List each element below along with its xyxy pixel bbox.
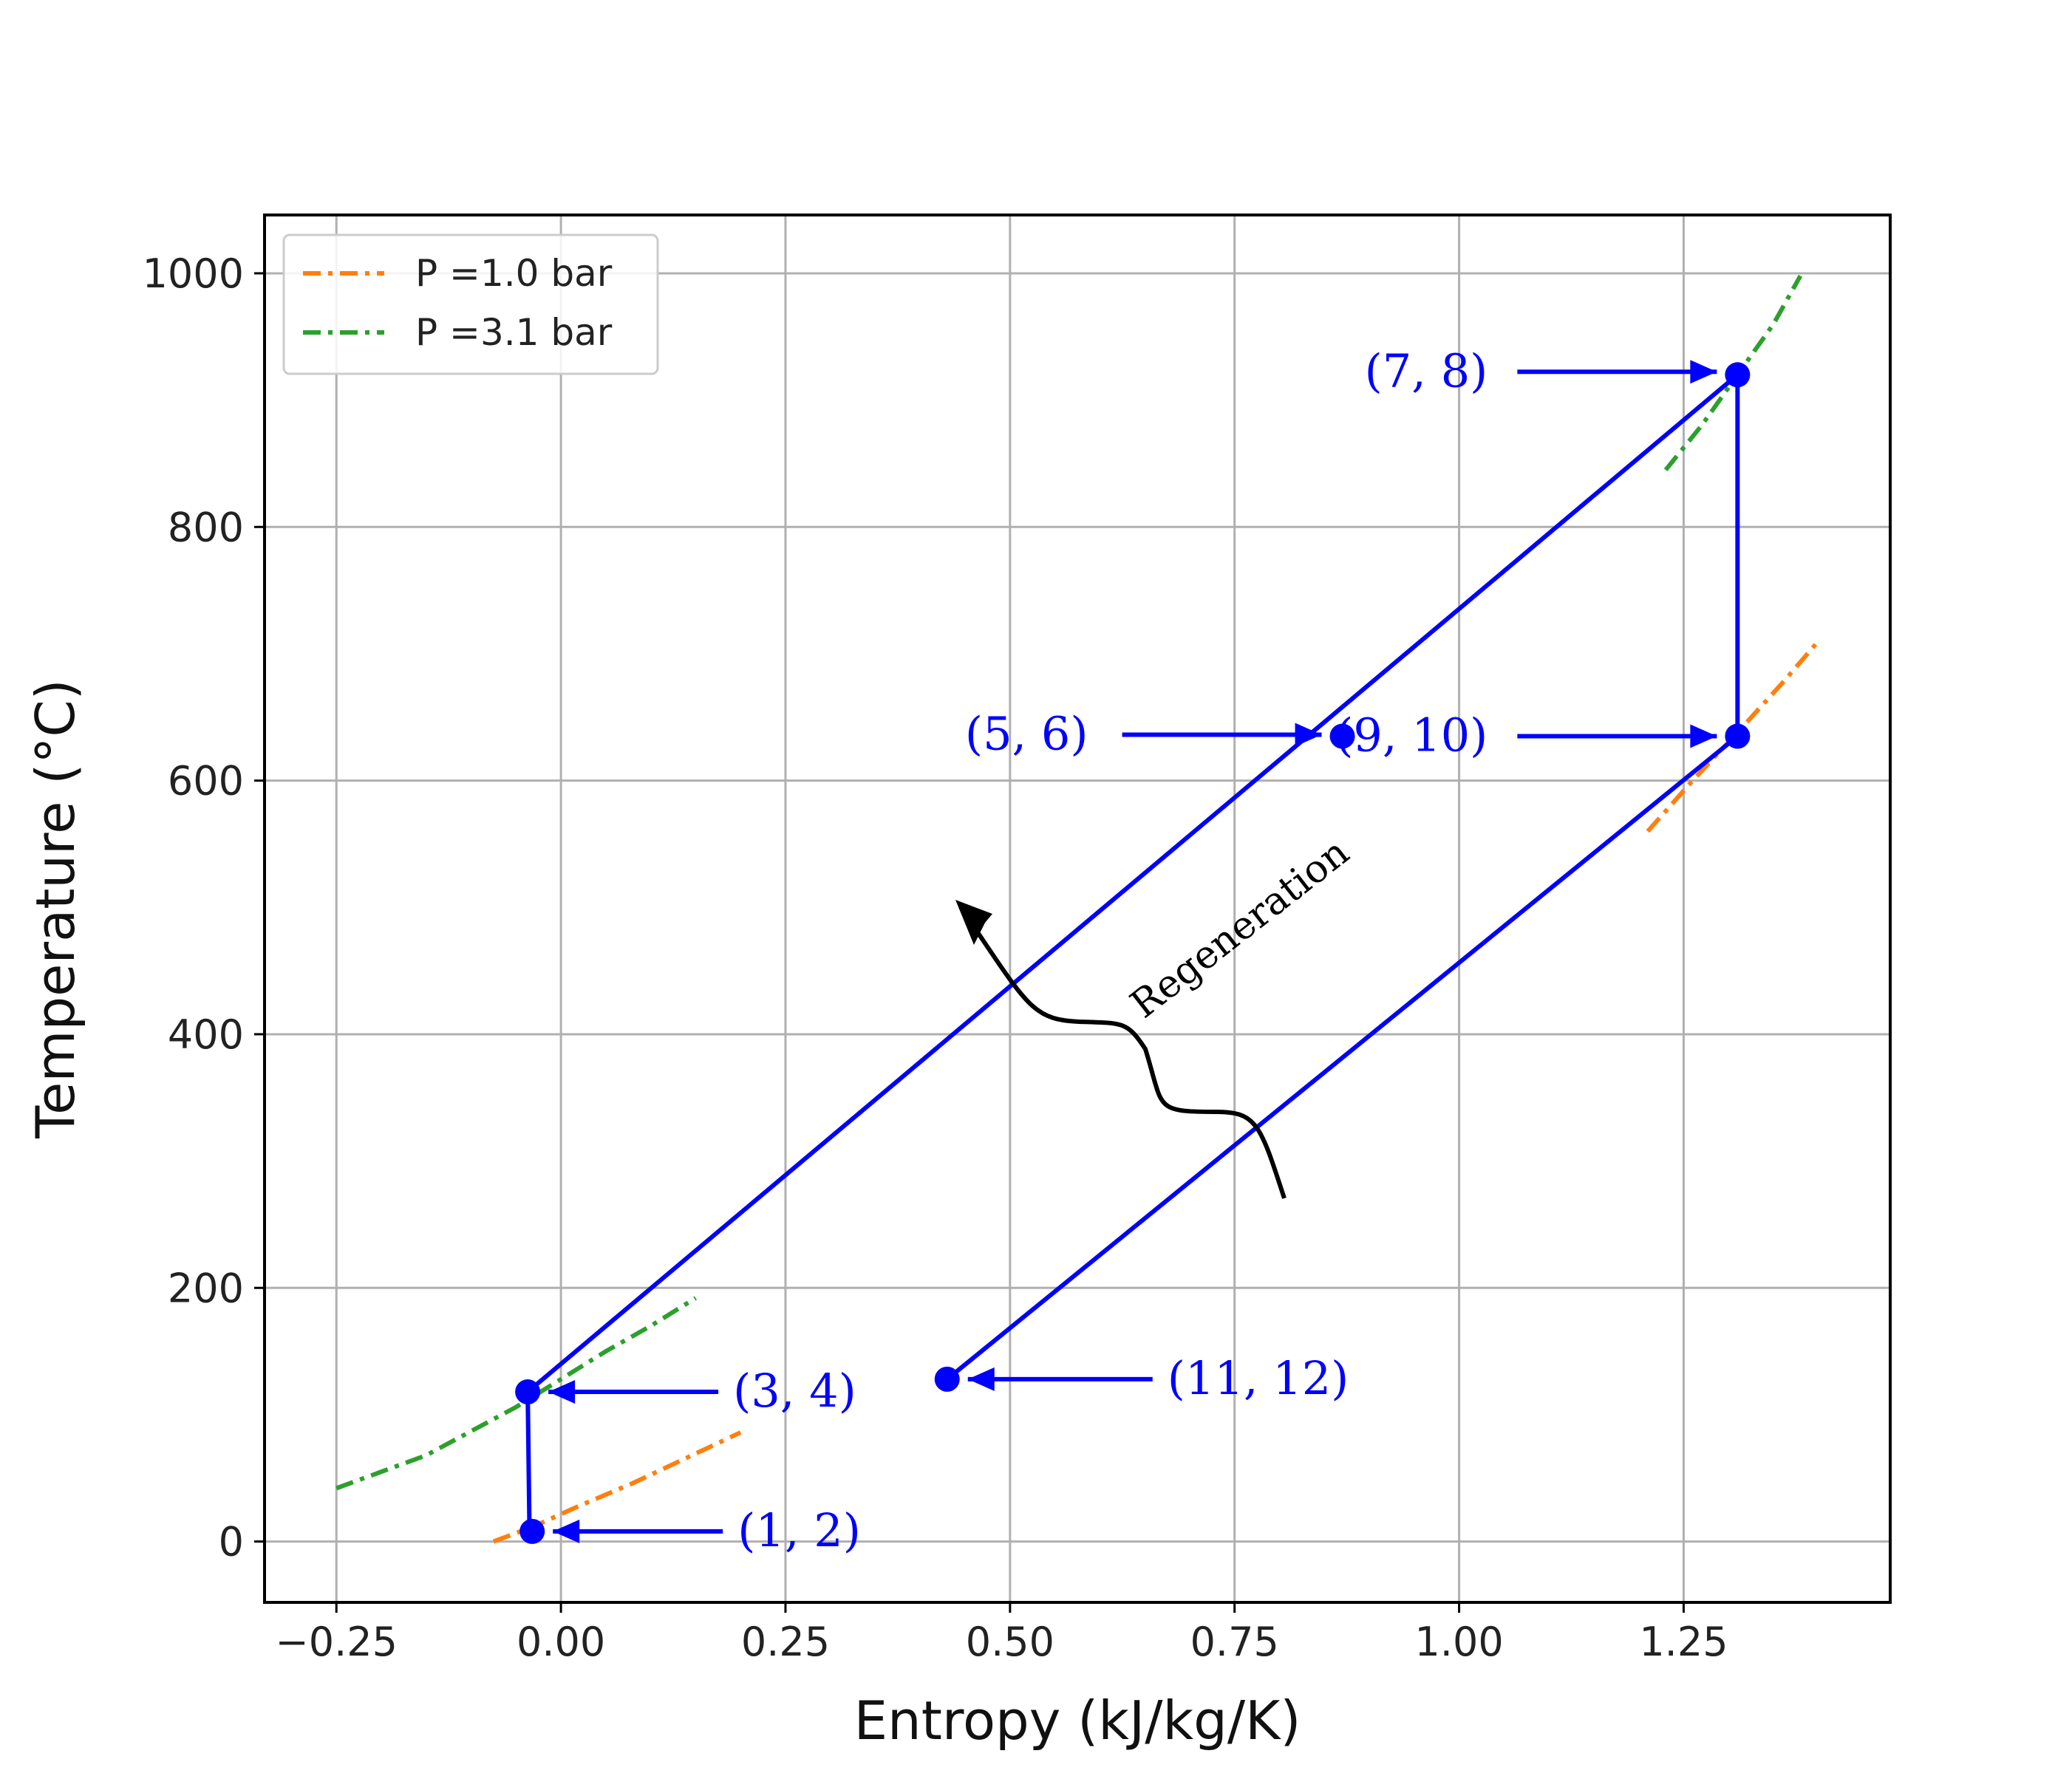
- x-tick-label-6: 1.25: [1639, 1619, 1728, 1665]
- x-tick-label-4: 0.75: [1190, 1619, 1279, 1665]
- pressure-curve-1-segment-2: [1646, 639, 1821, 833]
- state-arrowhead-4: [1690, 360, 1717, 384]
- plot-frame: [263, 214, 1892, 1604]
- legend-label-p1: P =1.0 bar: [415, 252, 613, 295]
- regeneration-wavy-arrow: [958, 906, 1287, 1199]
- y-tick-label-4: 800: [168, 504, 244, 550]
- x-tick-label-5: 1.00: [1414, 1619, 1503, 1665]
- state-labels: (1, 2) (3, 4) (5, 6) (7, 8) (9, 10) (11, 12): [733, 344, 1487, 1557]
- cycle-path: [515, 362, 1751, 1544]
- state-arrowhead-3: [1295, 723, 1322, 747]
- state-point-2: [515, 1379, 541, 1405]
- x-tick-label-2: 0.25: [741, 1619, 830, 1665]
- state-point-3: [1329, 723, 1355, 749]
- y-axis-label: Temperature (°C): [24, 679, 86, 1138]
- regeneration-arrowhead: [955, 900, 992, 945]
- y-tick-label-0: 0: [219, 1519, 244, 1565]
- state-label-2: (3, 4): [733, 1364, 856, 1418]
- y-tick-label-5: 1000: [143, 250, 244, 297]
- state-label-3: (5, 6): [965, 707, 1088, 761]
- pressure-curves: [335, 274, 1821, 1544]
- state-arrowhead-1: [553, 1519, 580, 1543]
- x-axis-label: Entropy (kJ/kg/K): [854, 1690, 1301, 1752]
- state-label-1: (1, 2): [737, 1503, 861, 1557]
- state-point-1: [519, 1518, 545, 1544]
- x-axis-ticks: −0.25 0.00 0.25 0.50 0.75 1.00 1.25: [275, 1602, 1728, 1665]
- state-arrowhead-2: [548, 1380, 576, 1404]
- state-label-6: (11, 12): [1168, 1351, 1349, 1405]
- state-arrowhead-5: [1690, 724, 1717, 748]
- legend-label-p2: P =3.1 bar: [415, 311, 613, 354]
- y-tick-label-1: 200: [168, 1265, 244, 1311]
- x-tick-label-3: 0.50: [966, 1619, 1054, 1665]
- state-label-5: (9, 10): [1335, 708, 1487, 762]
- regeneration-annotation: Regeneration: [955, 830, 1357, 1199]
- state-arrowhead-6: [967, 1367, 995, 1391]
- pressure-curve-1-segment-1: [492, 1430, 742, 1544]
- cycle-line-1: [525, 372, 1740, 1531]
- x-tick-label-0: −0.25: [275, 1619, 397, 1665]
- pressure-curve-2-segment-1: [335, 1296, 698, 1491]
- legend-box: [282, 233, 659, 375]
- grid-lines: [265, 215, 1890, 1602]
- x-tick-label-1: 0.00: [517, 1619, 605, 1665]
- legend: P =1.0 bar P =3.1 bar: [282, 233, 659, 375]
- label-arrows: [548, 360, 1717, 1543]
- y-tick-label-3: 600: [168, 758, 244, 805]
- state-point-6: [934, 1366, 960, 1392]
- state-point-4: [1725, 362, 1751, 388]
- y-axis-ticks: 0 200 400 600 800 1000: [143, 250, 265, 1565]
- state-label-4: (7, 8): [1365, 344, 1488, 397]
- state-point-5: [1725, 723, 1751, 749]
- y-tick-label-2: 400: [168, 1011, 244, 1058]
